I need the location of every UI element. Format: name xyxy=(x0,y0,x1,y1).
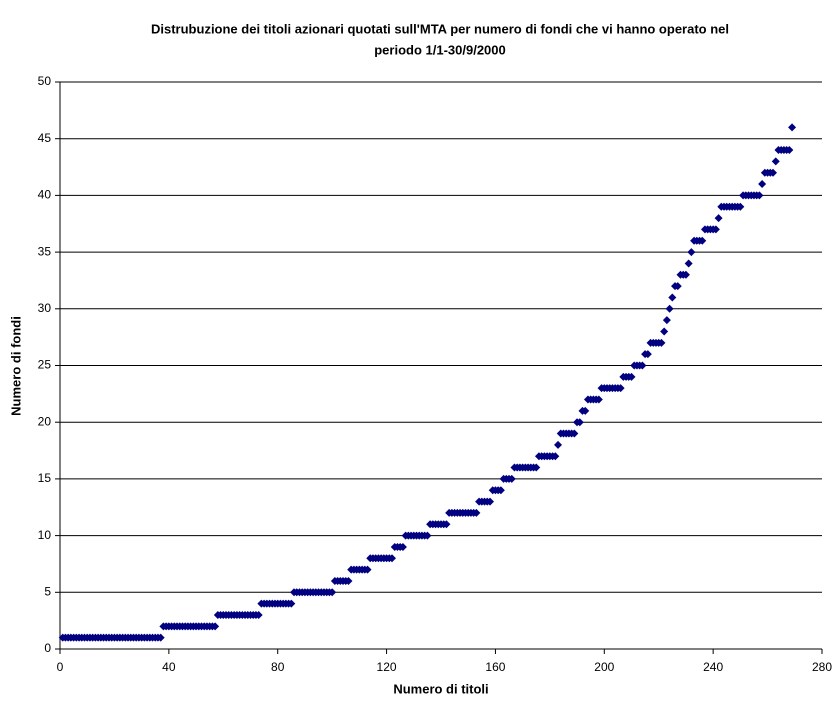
point xyxy=(687,248,696,257)
point xyxy=(698,236,707,245)
point xyxy=(496,486,505,495)
point xyxy=(684,259,693,268)
point xyxy=(532,463,541,472)
x-tick-label: 280 xyxy=(812,660,832,674)
y-tick-label: 45 xyxy=(38,131,52,145)
y-tick-label: 25 xyxy=(38,358,52,372)
y-tick-label: 5 xyxy=(44,584,51,598)
x-tick-label: 80 xyxy=(271,660,285,674)
point xyxy=(211,622,220,631)
point xyxy=(575,418,584,427)
point xyxy=(657,338,666,347)
y-tick-label: 30 xyxy=(38,301,52,315)
point xyxy=(398,542,407,551)
point xyxy=(681,270,690,279)
point xyxy=(638,361,647,370)
point xyxy=(551,452,560,461)
x-tick-label: 40 xyxy=(162,660,176,674)
point xyxy=(442,520,451,529)
point xyxy=(287,599,296,608)
point xyxy=(769,168,778,177)
point xyxy=(472,508,481,517)
point xyxy=(673,282,682,291)
x-tick-label: 200 xyxy=(594,660,614,674)
y-axis-label: Numero di fondi xyxy=(8,316,23,416)
point xyxy=(616,384,625,393)
point xyxy=(660,327,669,336)
point xyxy=(755,191,764,200)
x-axis-label: Numero di titoli xyxy=(393,681,488,696)
point xyxy=(711,225,720,234)
y-tick-label: 15 xyxy=(38,471,52,485)
point xyxy=(594,395,603,404)
point xyxy=(485,497,494,506)
x-tick-label: 0 xyxy=(57,660,64,674)
point xyxy=(507,474,516,483)
chart-title: periodo 1/1-30/9/2000 xyxy=(374,42,506,57)
point xyxy=(643,350,652,359)
point xyxy=(570,429,579,438)
point xyxy=(388,554,397,563)
point xyxy=(581,406,590,415)
point xyxy=(785,146,794,155)
point xyxy=(156,633,165,642)
point xyxy=(344,576,353,585)
point xyxy=(328,588,337,597)
point xyxy=(254,610,263,619)
x-tick-label: 160 xyxy=(485,660,505,674)
point xyxy=(363,565,372,574)
point xyxy=(714,214,723,223)
point xyxy=(423,531,432,540)
chart-title: Distrubuzione dei titoli azionari quotat… xyxy=(151,21,729,36)
point xyxy=(788,123,797,132)
point xyxy=(662,316,671,325)
point xyxy=(627,372,636,381)
y-tick-label: 0 xyxy=(44,641,51,655)
x-tick-label: 120 xyxy=(377,660,397,674)
point xyxy=(758,180,767,189)
y-tick-label: 50 xyxy=(38,74,52,88)
point xyxy=(771,157,780,166)
point xyxy=(668,293,677,302)
y-tick-label: 20 xyxy=(38,414,52,428)
y-tick-label: 10 xyxy=(38,528,52,542)
y-tick-label: 40 xyxy=(38,188,52,202)
x-tick-label: 240 xyxy=(703,660,723,674)
point xyxy=(736,202,745,211)
y-tick-label: 35 xyxy=(38,244,52,258)
point xyxy=(665,304,674,313)
point xyxy=(554,440,563,449)
